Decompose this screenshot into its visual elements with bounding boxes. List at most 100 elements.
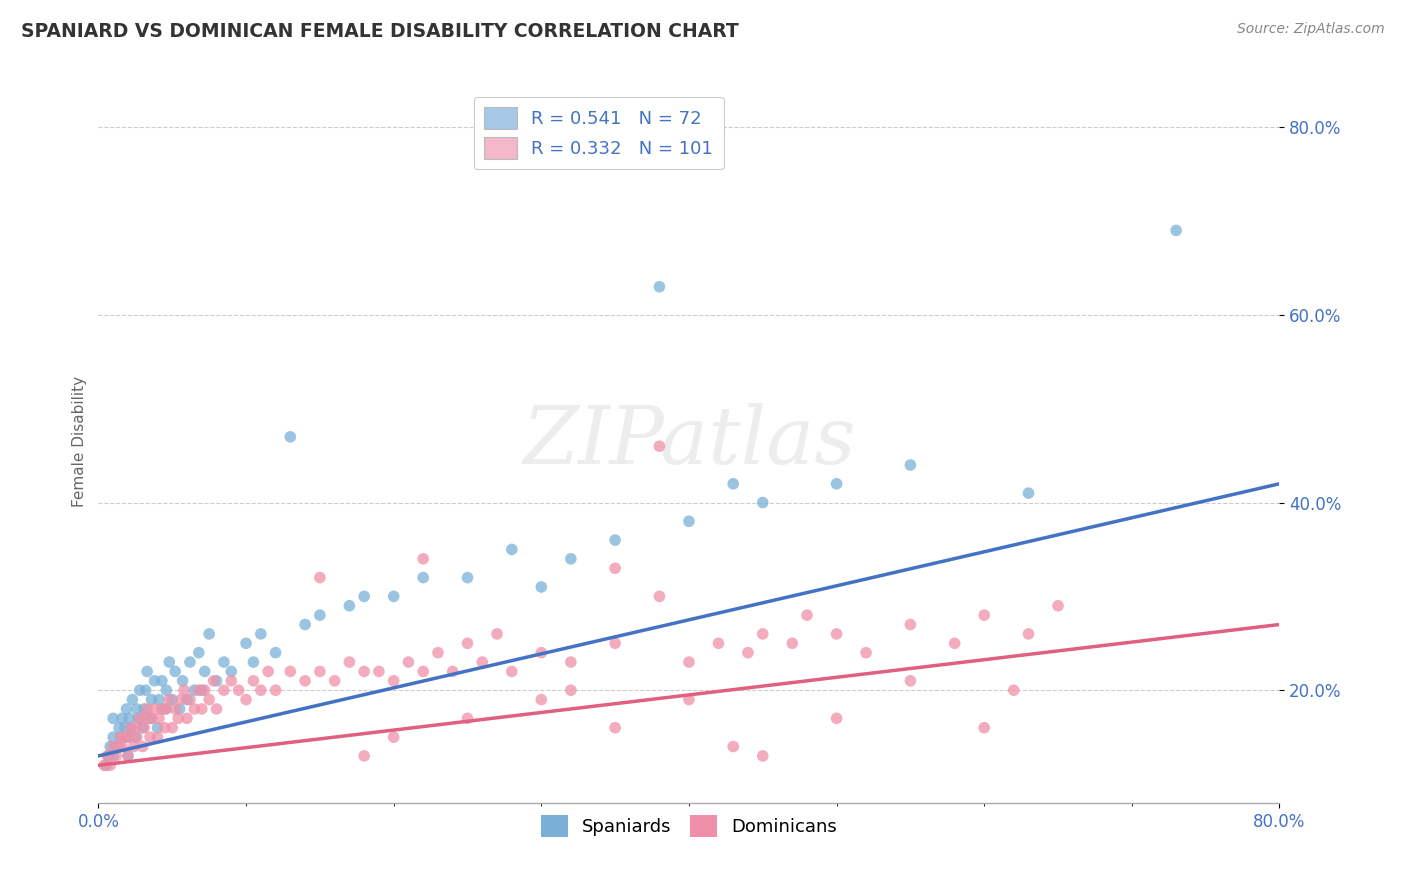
Point [250, 683, 273, 698]
Point [98, 739, 121, 754]
Point [242, 655, 264, 669]
Point [280, 430, 302, 444]
Point [605, 636, 627, 650]
Point [111, 739, 134, 754]
Point [183, 702, 205, 716]
Point [132, 739, 155, 754]
Point [108, 739, 131, 754]
Point [198, 692, 221, 706]
Point [412, 551, 434, 566]
Point [98, 758, 121, 772]
Point [146, 721, 169, 735]
Point [153, 721, 176, 735]
Point [105, 748, 128, 763]
Point [110, 730, 132, 744]
Point [187, 683, 209, 698]
Point [825, 627, 848, 641]
Point [139, 730, 162, 744]
Point [605, 721, 627, 735]
Point [136, 665, 159, 679]
Point [560, 551, 582, 566]
Point [1046, 599, 1070, 613]
Point [723, 476, 745, 491]
Point [382, 590, 405, 604]
Point [530, 692, 553, 706]
Point [1166, 223, 1188, 237]
Point [560, 683, 582, 698]
Point [441, 665, 464, 679]
Point [148, 711, 170, 725]
Point [205, 702, 228, 716]
Point [323, 673, 346, 688]
Point [382, 673, 405, 688]
Point [153, 702, 176, 716]
Point [132, 721, 155, 735]
Point [103, 711, 125, 725]
Point [120, 721, 142, 735]
Point [501, 542, 523, 557]
Point [264, 646, 287, 660]
Point [309, 571, 332, 585]
Point [678, 514, 700, 528]
Point [605, 561, 627, 575]
Point [501, 665, 523, 679]
Point [198, 627, 221, 641]
Point [134, 721, 156, 735]
Point [191, 702, 214, 716]
Point [179, 655, 201, 669]
Point [94, 758, 117, 772]
Point [1018, 627, 1040, 641]
Point [205, 673, 228, 688]
Point [973, 608, 995, 623]
Legend: Spaniards, Dominicans: Spaniards, Dominicans [533, 808, 845, 845]
Point [162, 721, 183, 735]
Point [157, 692, 180, 706]
Point [170, 692, 193, 706]
Point [796, 608, 818, 623]
Point [412, 665, 434, 679]
Point [118, 711, 141, 725]
Point [900, 617, 922, 632]
Point [486, 627, 509, 641]
Point [678, 655, 700, 669]
Point [194, 683, 217, 698]
Point [127, 711, 149, 725]
Point [165, 702, 187, 716]
Point [973, 721, 995, 735]
Point [120, 721, 142, 735]
Point [427, 646, 450, 660]
Point [457, 571, 479, 585]
Point [103, 739, 125, 754]
Point [124, 721, 146, 735]
Point [257, 665, 280, 679]
Point [103, 730, 125, 744]
Point [202, 673, 225, 688]
Point [412, 571, 434, 585]
Point [155, 683, 177, 698]
Point [530, 580, 553, 594]
Point [122, 739, 145, 754]
Point [157, 655, 180, 669]
Point [139, 711, 162, 725]
Point [457, 636, 479, 650]
Point [176, 692, 198, 706]
Point [235, 692, 257, 706]
Point [105, 739, 128, 754]
Point [148, 692, 170, 706]
Point [179, 692, 201, 706]
Point [339, 599, 361, 613]
Point [165, 665, 187, 679]
Point [648, 439, 671, 453]
Point [150, 702, 173, 716]
Point [169, 702, 191, 716]
Point [648, 590, 671, 604]
Point [162, 692, 183, 706]
Point [97, 748, 120, 763]
Point [93, 758, 115, 772]
Point [191, 683, 214, 698]
Point [110, 730, 132, 744]
Point [117, 730, 139, 744]
Point [353, 590, 375, 604]
Point [825, 711, 848, 725]
Point [141, 711, 163, 725]
